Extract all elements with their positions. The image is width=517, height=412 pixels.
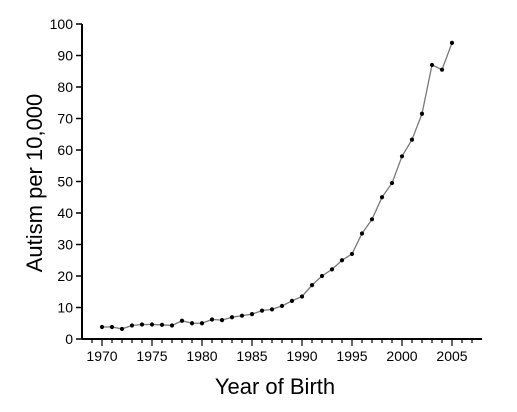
y-axis-ticks: 0 10 20 30 40 50 60 70 80 90 100 [50, 16, 82, 347]
y-tick-label: 10 [57, 300, 73, 316]
data-point [99, 324, 105, 330]
data-point [249, 312, 255, 317]
data-point [399, 154, 405, 159]
data-point [209, 317, 215, 322]
y-tick-label: 20 [57, 268, 73, 284]
data-point [369, 217, 375, 222]
x-tick-label: 2005 [436, 348, 467, 364]
data-point [449, 40, 455, 46]
x-tick-label: 1985 [236, 348, 267, 364]
data-point [339, 258, 345, 263]
axes [81, 24, 482, 340]
y-tick-label: 70 [57, 111, 73, 127]
y-tick-label: 100 [50, 16, 74, 32]
data-series [99, 40, 455, 332]
x-axis-ticks: 1970 1975 1980 1985 1990 1995 2000 2005 [86, 339, 473, 364]
x-tick-label: 1975 [136, 348, 167, 364]
x-tick-label: 1995 [336, 348, 367, 364]
data-point [259, 308, 265, 313]
data-point [349, 251, 355, 257]
y-tick-label: 80 [57, 79, 73, 95]
x-axis-label: Year of Birth [215, 374, 335, 399]
data-point [129, 323, 135, 328]
data-point [299, 294, 305, 299]
data-point [319, 273, 325, 279]
data-point [159, 322, 165, 327]
data-point [279, 303, 285, 309]
data-point [109, 324, 115, 330]
data-point [119, 326, 125, 332]
data-point [409, 137, 415, 142]
data-point [389, 180, 395, 186]
data-point [149, 322, 155, 327]
data-point [269, 307, 275, 312]
y-axis-label: Autism per 10,000 [22, 94, 47, 273]
x-tick-label: 1970 [86, 348, 117, 364]
data-point [229, 315, 235, 320]
data-point [289, 298, 295, 303]
data-point [169, 323, 175, 328]
y-tick-label: 60 [57, 142, 73, 158]
data-point [419, 111, 425, 116]
data-point [439, 67, 445, 72]
y-tick-label: 90 [57, 48, 73, 64]
y-tick-label: 30 [57, 237, 73, 253]
x-tick-label: 1980 [186, 348, 217, 364]
data-point [189, 321, 195, 326]
data-point [309, 283, 315, 288]
data-point [219, 318, 225, 323]
data-point [379, 195, 385, 200]
x-tick-label: 2000 [386, 348, 417, 364]
data-point [359, 231, 365, 236]
data-point [239, 313, 245, 318]
data-point [429, 62, 435, 68]
data-point [329, 267, 335, 272]
data-point [139, 322, 145, 327]
data-point [199, 321, 205, 326]
series-line [102, 42, 453, 330]
data-point [179, 318, 185, 323]
y-tick-label: 0 [65, 331, 73, 347]
y-tick-label: 50 [57, 174, 73, 190]
x-tick-label: 1990 [286, 348, 317, 364]
y-tick-label: 40 [57, 205, 73, 221]
